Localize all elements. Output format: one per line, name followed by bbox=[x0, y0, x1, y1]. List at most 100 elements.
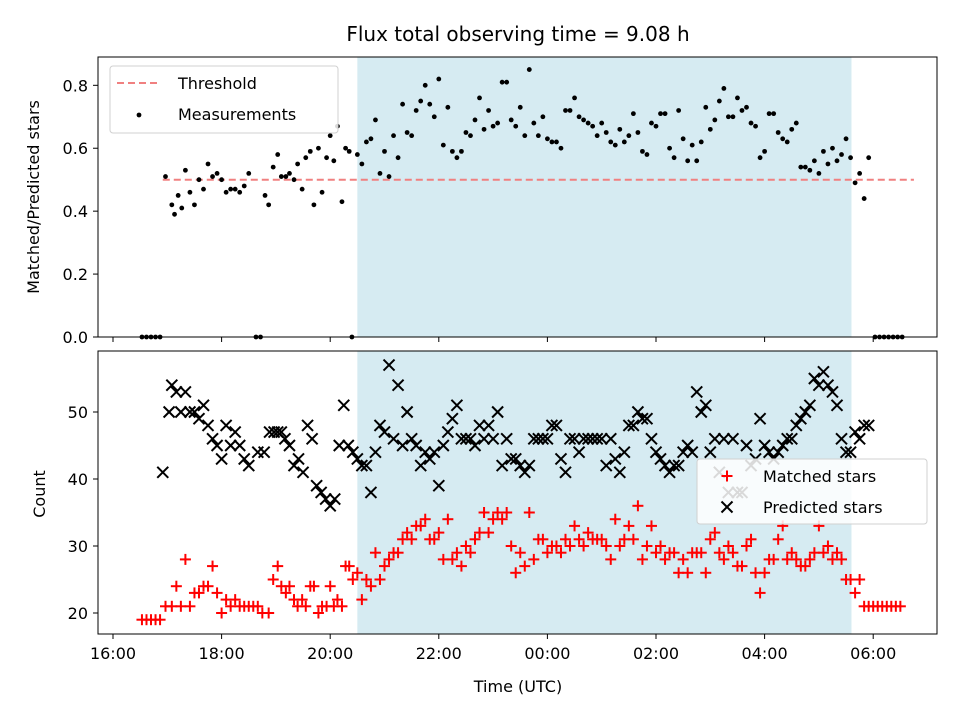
matched-point bbox=[483, 527, 495, 539]
matched-point bbox=[541, 547, 553, 559]
matched-point bbox=[207, 560, 219, 572]
measurement-point bbox=[303, 155, 309, 161]
predicted-point bbox=[536, 432, 550, 446]
predicted-point bbox=[830, 399, 844, 412]
predicted-point bbox=[590, 432, 604, 446]
predicted-point bbox=[857, 419, 871, 432]
measurement-point bbox=[214, 171, 220, 176]
matched-point bbox=[356, 594, 368, 606]
matched-point bbox=[641, 540, 653, 552]
matched-point bbox=[632, 500, 644, 512]
predicted-point bbox=[848, 425, 862, 439]
predicted-point bbox=[156, 466, 169, 479]
predicted-point bbox=[355, 459, 369, 472]
predicted-point bbox=[337, 399, 350, 412]
predicted-point bbox=[215, 452, 228, 466]
measurement-point bbox=[295, 161, 301, 167]
predicted-point bbox=[568, 432, 581, 446]
predicted-point bbox=[314, 486, 328, 499]
matched-point bbox=[263, 607, 275, 619]
predicted-point bbox=[794, 412, 808, 425]
matched-point bbox=[464, 547, 476, 559]
predicted-point bbox=[360, 459, 373, 472]
measurement-point bbox=[866, 155, 872, 161]
measurement-point bbox=[359, 161, 365, 167]
predicted-point bbox=[455, 432, 468, 446]
matched-point bbox=[736, 560, 748, 572]
measurement-point bbox=[463, 130, 469, 135]
predicted-point bbox=[600, 459, 613, 472]
predicted-point bbox=[242, 459, 255, 472]
predicted-point bbox=[658, 459, 672, 472]
measurement-point bbox=[163, 174, 168, 179]
predicted-point bbox=[581, 432, 595, 446]
measurement-point bbox=[594, 133, 600, 139]
measurement-point bbox=[499, 79, 505, 85]
matched-point bbox=[659, 553, 671, 565]
matched-point bbox=[336, 600, 348, 612]
matched-point bbox=[267, 574, 279, 585]
matched-point bbox=[433, 527, 445, 539]
predicted-point bbox=[572, 445, 586, 459]
predicted-point bbox=[726, 432, 740, 446]
measurement-point bbox=[698, 139, 704, 145]
legend-measurements-swatch bbox=[136, 112, 142, 118]
predicted-point bbox=[559, 466, 572, 479]
top-y-tick-label: 0.4 bbox=[63, 202, 88, 221]
predicted-point bbox=[369, 445, 382, 459]
matched-point bbox=[573, 533, 585, 545]
bottom-y-tick-label: 30 bbox=[68, 537, 88, 556]
measurement-point bbox=[275, 152, 281, 157]
measurement-point bbox=[540, 114, 546, 120]
x-axis-label: Time (UTC) bbox=[473, 677, 562, 696]
measurement-point bbox=[730, 114, 736, 120]
measurement-point bbox=[481, 126, 487, 132]
measurement-point bbox=[287, 171, 292, 176]
top-y-tick-label: 0.8 bbox=[63, 76, 88, 95]
measurement-point bbox=[175, 193, 181, 198]
predicted-point bbox=[613, 466, 627, 479]
matched-point bbox=[406, 533, 418, 545]
matched-point bbox=[510, 567, 522, 579]
measurement-point bbox=[504, 79, 510, 85]
matched-point bbox=[216, 607, 228, 619]
measurement-point bbox=[558, 145, 564, 151]
predicted-point bbox=[391, 378, 405, 392]
measurement-point bbox=[377, 171, 383, 176]
predicted-point bbox=[278, 432, 292, 446]
top-y-tick-label: 0.6 bbox=[63, 139, 88, 158]
predicted-point bbox=[224, 439, 237, 452]
predicted-point bbox=[233, 439, 246, 452]
measurement-point bbox=[262, 193, 268, 198]
predicted-point bbox=[305, 432, 319, 446]
predicted-point bbox=[758, 439, 771, 452]
measurement-point bbox=[278, 174, 284, 179]
measurement-point bbox=[291, 177, 297, 183]
predicted-point bbox=[681, 439, 694, 452]
bottom-panel: 16:00 18:00 20:00 22:00 00:00 02:00 04:00 06:00… bbox=[30, 350, 938, 696]
measurement-point bbox=[486, 108, 491, 113]
measurement-point bbox=[382, 148, 387, 154]
measurement-point bbox=[662, 111, 668, 117]
predicted-point bbox=[500, 432, 513, 446]
matched-point bbox=[360, 574, 372, 585]
measurement-point bbox=[327, 133, 333, 139]
measurement-point bbox=[784, 139, 790, 145]
measurement-point bbox=[196, 177, 202, 183]
measurement-point bbox=[612, 142, 618, 148]
matched-point bbox=[578, 540, 590, 552]
predicted-point bbox=[663, 466, 676, 479]
measurement-point bbox=[232, 186, 238, 192]
matched-point bbox=[154, 614, 166, 626]
matched-point bbox=[519, 560, 531, 572]
predicted-point bbox=[545, 419, 559, 432]
predicted-point bbox=[695, 405, 708, 419]
matched-point bbox=[722, 540, 734, 552]
predicted-point bbox=[423, 452, 436, 466]
predicted-point bbox=[762, 445, 776, 459]
measurement-point bbox=[572, 95, 577, 101]
predicted-point bbox=[432, 479, 446, 492]
predicted-point bbox=[419, 445, 432, 459]
predicted-point bbox=[351, 452, 364, 466]
matched-point bbox=[392, 547, 404, 559]
